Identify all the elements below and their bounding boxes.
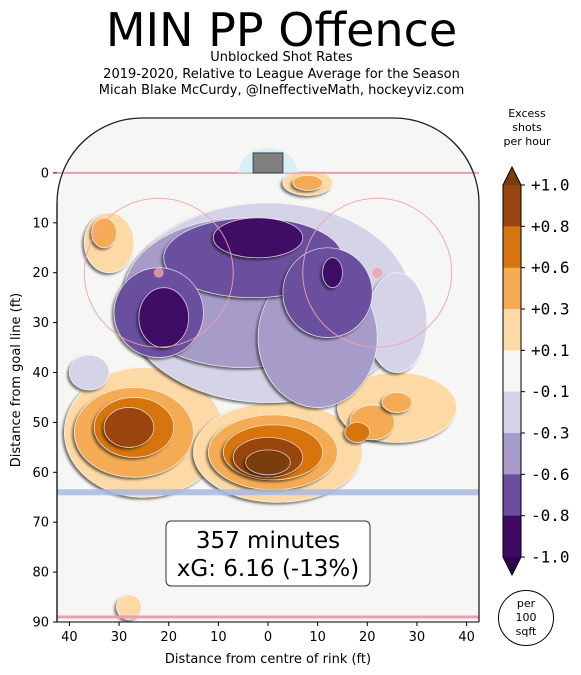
contour-region bbox=[116, 594, 142, 620]
y-tick-label: 50 bbox=[32, 416, 49, 431]
colorbar: +1.0 +0.8 +0.6 +0.3 +0.1 -0.1 -0.3 -0.6 -0.8 -1.0 bbox=[502, 165, 570, 577]
y-tick-label: 70 bbox=[32, 516, 49, 531]
colorbar-tick-label: -1.0 bbox=[531, 548, 570, 567]
contour-region bbox=[103, 407, 155, 448]
contour-region bbox=[69, 354, 110, 391]
faceoff-dot bbox=[372, 267, 383, 278]
colorbar-tick-label: +0.8 bbox=[531, 217, 570, 236]
y-tick-label: 40 bbox=[32, 366, 49, 381]
contour-region bbox=[322, 257, 343, 289]
x-tick-label: 20 bbox=[160, 630, 177, 645]
info-box-frame bbox=[165, 520, 371, 587]
x-tick-label: 40 bbox=[458, 630, 475, 645]
colorbar-bin bbox=[503, 433, 521, 475]
x-axis-label: Distance from centre of rink (ft) bbox=[165, 652, 371, 667]
colorbar-tick-label: -0.1 bbox=[531, 382, 570, 401]
subtitle-line-2: 2019-2020, Relative to League Average fo… bbox=[103, 67, 460, 82]
colorbar-bin bbox=[503, 185, 521, 227]
colorbar-bottom-extend bbox=[503, 557, 521, 575]
faceoff-circle bbox=[302, 197, 453, 348]
y-tick-label: 20 bbox=[32, 266, 49, 281]
colorbar-bin bbox=[503, 267, 521, 310]
y-tick-label: 80 bbox=[32, 566, 49, 581]
colorbar-tick-label: +0.6 bbox=[531, 258, 570, 277]
chart-title: MIN PP Offence bbox=[105, 3, 458, 57]
colorbar-tick-label: -0.3 bbox=[531, 424, 570, 443]
contour-region bbox=[381, 392, 413, 413]
colorbar-title: Excess shots per hour bbox=[497, 107, 557, 149]
colorbar-bin bbox=[503, 309, 521, 351]
x-tick-label: 20 bbox=[359, 630, 376, 645]
info-xg: xG: 6.16 (-13%) bbox=[177, 556, 359, 582]
colorbar-bin bbox=[503, 391, 521, 434]
contour-region bbox=[138, 287, 189, 348]
colorbar-tick-label: +1.0 bbox=[531, 176, 570, 195]
rink bbox=[56, 117, 480, 622]
colorbar-tick-label: +0.3 bbox=[531, 300, 570, 319]
faceoff-circle bbox=[83, 197, 234, 348]
heatmap bbox=[64, 169, 458, 620]
unit-badge-line: sqft bbox=[515, 625, 537, 638]
colorbar-title-line: per hour bbox=[503, 135, 551, 148]
colorbar-tick-label: -0.6 bbox=[531, 465, 570, 484]
y-tick-label: 30 bbox=[32, 316, 49, 331]
y-tick-label: 10 bbox=[32, 216, 49, 231]
unit-badge-line: per bbox=[516, 597, 536, 610]
contour-region bbox=[245, 449, 291, 476]
subtitle-line-3: Micah Blake McCurdy, @IneffectiveMath, h… bbox=[98, 83, 465, 98]
x-tick-label: 30 bbox=[409, 630, 426, 645]
contour-region bbox=[344, 421, 371, 443]
colorbar-title-line: shots bbox=[512, 121, 542, 134]
x-tick-label: 40 bbox=[61, 630, 78, 645]
colorbar-bin bbox=[503, 226, 521, 269]
y-tick-label: 60 bbox=[32, 466, 49, 481]
contour-region bbox=[212, 217, 304, 259]
contour-region bbox=[91, 217, 117, 249]
contour-region bbox=[292, 174, 324, 191]
x-tick-label: 10 bbox=[309, 630, 326, 645]
rink-boards bbox=[56, 117, 480, 622]
x-tick-label: 30 bbox=[111, 630, 128, 645]
unit-badge: per 100 sqft bbox=[498, 590, 554, 646]
colorbar-title-line: Excess bbox=[508, 107, 546, 120]
y-tick-label: 0 bbox=[41, 166, 49, 181]
x-tick-label: 0 bbox=[264, 630, 272, 645]
contour-region bbox=[282, 247, 373, 338]
goal-net bbox=[252, 152, 284, 174]
faceoff-dot bbox=[153, 267, 164, 278]
unit-badge-line: 100 bbox=[515, 611, 537, 624]
axes: 0 10 20 30 40 50 60 70 80 90 40 30 20 10 0 10 20 30 40 Dist… bbox=[9, 166, 479, 667]
colorbar-bin bbox=[503, 515, 521, 558]
colorbar-tick-label: +0.1 bbox=[531, 341, 570, 360]
y-axis-label: Distance from goal line (ft) bbox=[9, 293, 24, 467]
subtitle-line-1: Unblocked Shot Rates bbox=[210, 50, 353, 65]
colorbar-tick-label: -0.8 bbox=[531, 506, 570, 525]
blue-line bbox=[57, 489, 479, 496]
info-box: 357 minutes xG: 6.16 (-13%) bbox=[165, 520, 371, 587]
x-tick-label: 10 bbox=[210, 630, 227, 645]
colorbar-top-extend bbox=[503, 167, 521, 185]
y-tick-label: 90 bbox=[32, 616, 49, 631]
colorbar-bin bbox=[503, 350, 521, 393]
colorbar-bin bbox=[503, 474, 521, 517]
info-minutes: 357 minutes bbox=[196, 528, 340, 554]
